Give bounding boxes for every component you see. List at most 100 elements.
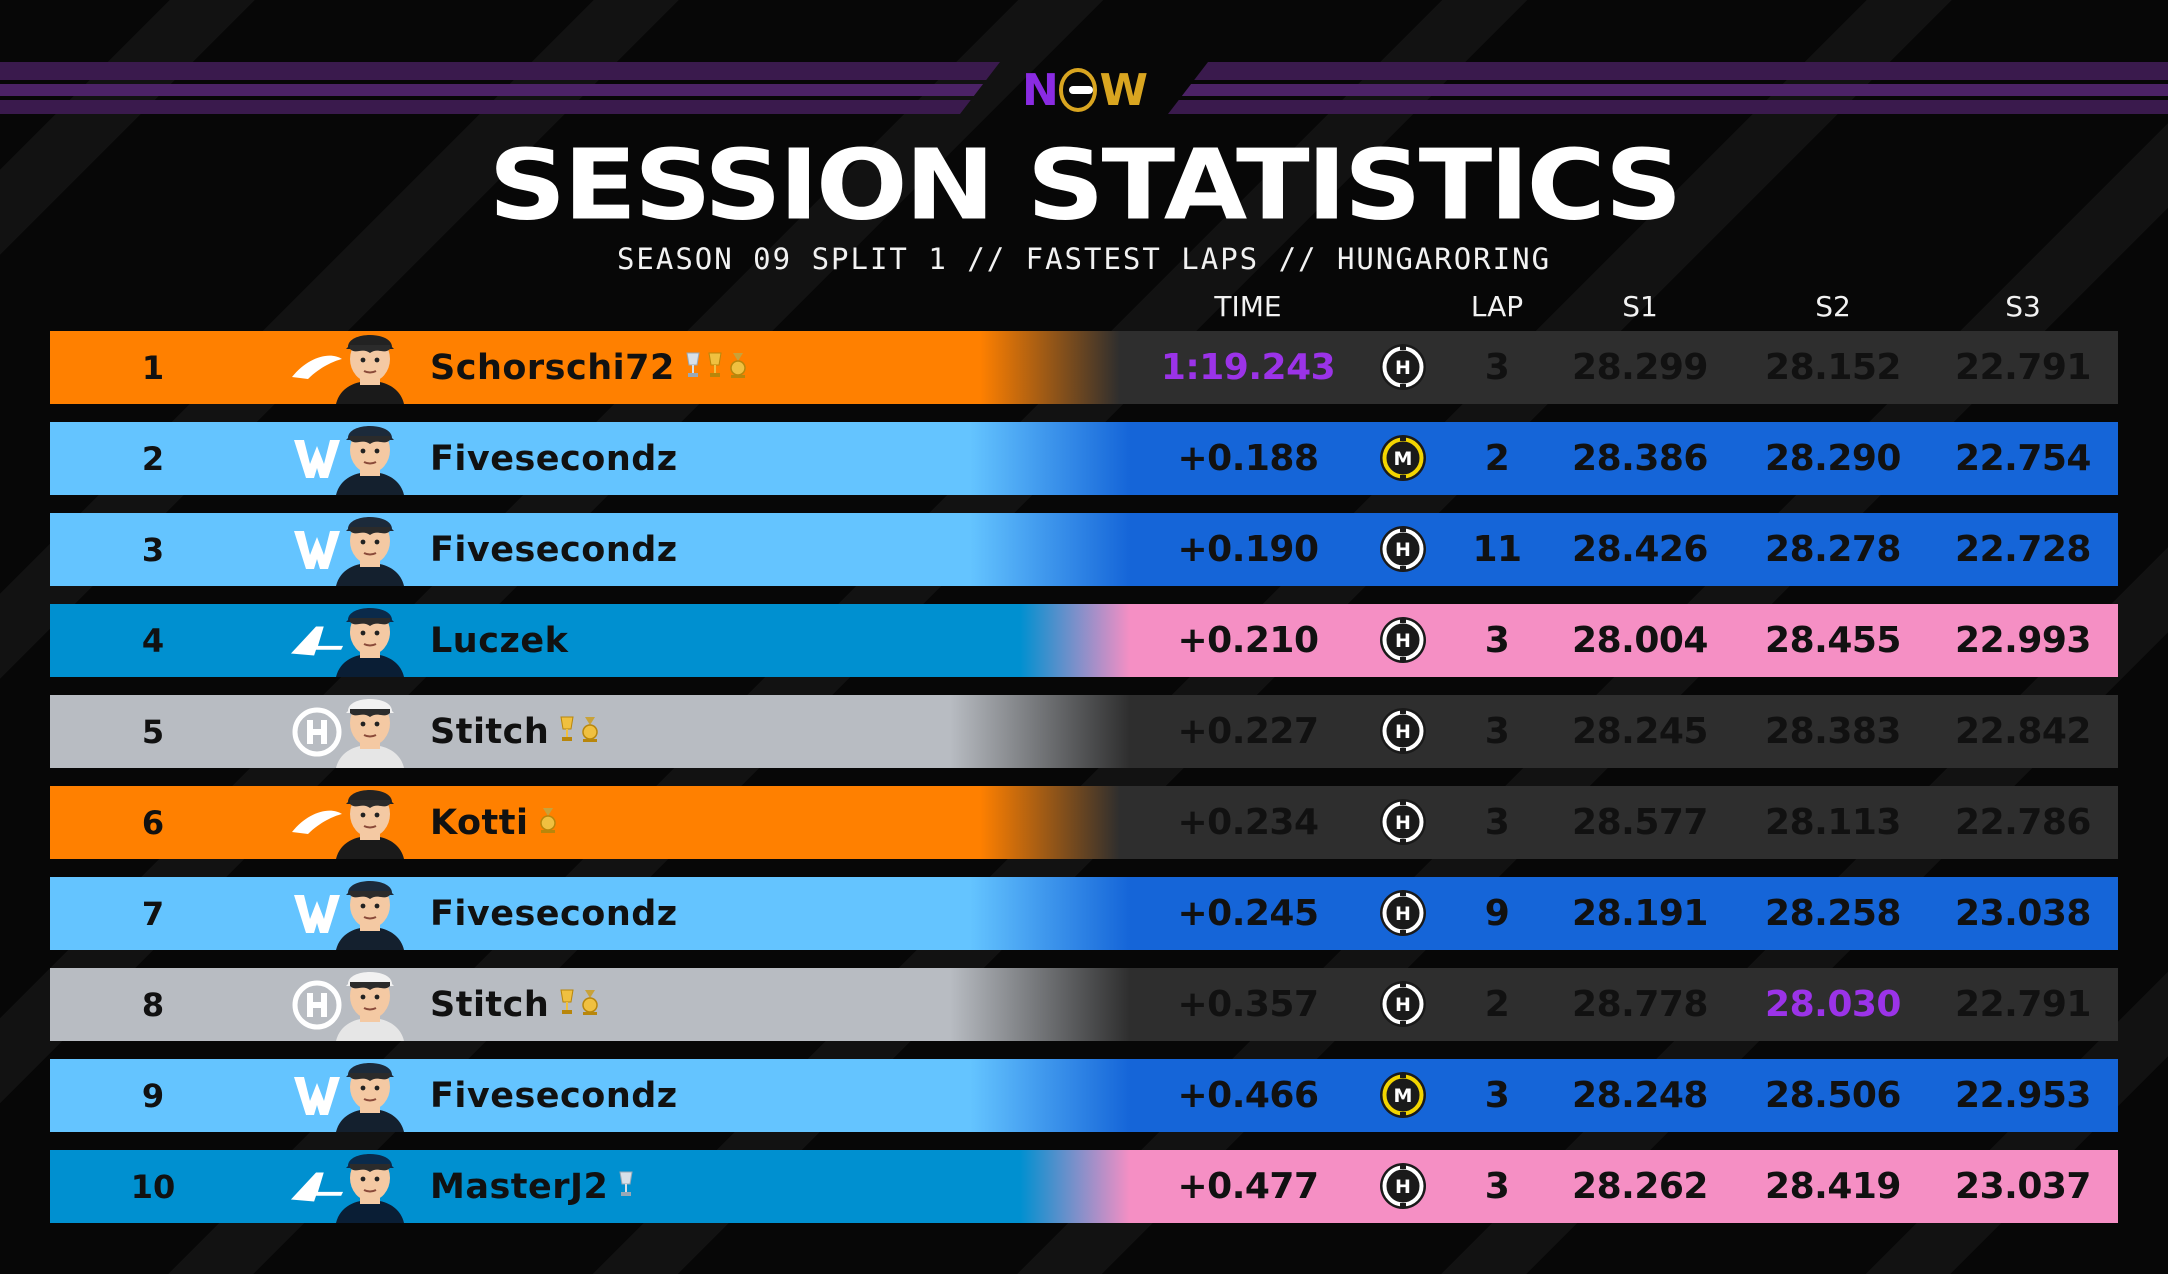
lap-time: 1:19.243 <box>1160 347 1336 388</box>
driver-name: Stitch <box>430 695 599 768</box>
hard-tyre-icon: H <box>1379 798 1427 846</box>
lap-time: +0.234 <box>1177 802 1319 843</box>
williams-logo-icon <box>289 435 345 483</box>
banner-left-stripes <box>0 62 1000 114</box>
sector-1-time: 28.577 <box>1572 802 1708 843</box>
sector-3-time: 22.791 <box>1955 984 2091 1025</box>
sector-2-time: 28.258 <box>1765 893 1901 934</box>
silver-trophy-icon <box>685 348 701 388</box>
haas-logo-icon <box>289 980 345 1030</box>
gold-trophy-icon <box>707 348 723 388</box>
gold-trophy-icon <box>559 985 575 1025</box>
driver-name: Kotti <box>430 786 557 859</box>
gold-medal-icon <box>581 985 599 1025</box>
lap-time: +0.188 <box>1177 438 1319 479</box>
driver-name-text: Luczek <box>430 620 569 661</box>
driver-name-text: Fivesecondz <box>430 529 678 570</box>
driver-name: Schorschi72 <box>430 331 747 404</box>
driver-name-text: MasterJ2 <box>430 1166 609 1207</box>
medium-tyre-icon: M <box>1379 434 1427 482</box>
achievements <box>559 985 599 1025</box>
sector-1-time: 28.778 <box>1572 984 1708 1025</box>
driver-avatar <box>322 962 418 1041</box>
sector-2-time: 28.506 <box>1765 1075 1901 1116</box>
driver-avatar <box>322 598 418 677</box>
header-s2: S2 <box>1815 290 1851 323</box>
driver-name: Stitch <box>430 968 599 1041</box>
svg-text:M: M <box>1394 448 1413 470</box>
hard-tyre-icon: H <box>1379 616 1427 664</box>
lap-number: 3 <box>1484 711 1510 752</box>
svg-text:H: H <box>1395 357 1411 379</box>
header-time: TIME <box>1214 290 1282 323</box>
sector-3-time: 23.037 <box>1955 1166 2091 1207</box>
sector-1-time: 28.262 <box>1572 1166 1708 1207</box>
sector-3-time: 22.953 <box>1955 1075 2091 1116</box>
silver-trophy-icon <box>618 1167 634 1207</box>
sector-1-time: 28.004 <box>1572 620 1708 661</box>
sector-1-time: 28.245 <box>1572 711 1708 752</box>
table-row: 6 Kotti +0.234 H 3 28.577 28.113 22.786 <box>50 786 2118 859</box>
lap-time: +0.245 <box>1177 893 1319 934</box>
hard-tyre-icon: H <box>1379 525 1427 573</box>
driver-name: Fivesecondz <box>430 513 678 586</box>
driver-avatar <box>322 871 418 950</box>
svg-text:H: H <box>1395 630 1411 652</box>
table-row: 4 Luczek +0.210 H 3 28.004 28.455 22.993 <box>50 604 2118 677</box>
driver-name-text: Stitch <box>430 984 550 1025</box>
lap-number: 3 <box>1484 347 1510 388</box>
table-row: 1 Schorschi72 1:19.243 H 3 28.299 28.152 22.… <box>50 331 2118 404</box>
lap-number: 9 <box>1484 893 1510 934</box>
haas-logo-icon <box>289 707 345 757</box>
sector-1-time: 28.386 <box>1572 438 1708 479</box>
driver-avatar <box>322 689 418 768</box>
top-banner <box>0 62 2168 114</box>
alpine-logo-icon <box>289 617 345 665</box>
driver-name-text: Fivesecondz <box>430 1075 678 1116</box>
hard-tyre-icon: H <box>1379 889 1427 937</box>
driver-name: MasterJ2 <box>430 1150 634 1223</box>
table-row: 9 Fivesecondz +0.466 M 3 28.248 28.506 22.95… <box>50 1059 2118 1132</box>
svg-text:H: H <box>1395 539 1411 561</box>
driver-avatar <box>322 507 418 586</box>
driver-name: Fivesecondz <box>430 877 678 950</box>
gold-trophy-icon <box>559 712 575 752</box>
position-number: 9 <box>141 1076 165 1115</box>
sector-2-time: 28.113 <box>1765 802 1901 843</box>
hard-tyre-icon: H <box>1379 707 1427 755</box>
table-row: 7 Fivesecondz +0.245 H 9 28.191 28.258 23.03… <box>50 877 2118 950</box>
sector-1-time: 28.191 <box>1572 893 1708 934</box>
gold-medal-icon <box>581 712 599 752</box>
header-s3: S3 <box>2005 290 2041 323</box>
table-row: 8 Stitch +0.357 H 2 28.778 28.030 22.791 <box>50 968 2118 1041</box>
page-title: SESSION STATISTICS <box>488 129 1682 242</box>
sector-1-time: 28.299 <box>1572 347 1708 388</box>
williams-logo-icon <box>289 526 345 574</box>
lap-time: +0.357 <box>1177 984 1319 1025</box>
table-row: 2 Fivesecondz +0.188 M 2 28.386 28.290 22.75… <box>50 422 2118 495</box>
table-row: 10 MasterJ2 +0.477 H 3 28.262 28.419 23.037 <box>50 1150 2118 1223</box>
sector-2-time: 28.152 <box>1765 347 1901 388</box>
lap-number: 2 <box>1484 438 1510 479</box>
lap-time: +0.227 <box>1177 711 1319 752</box>
svg-text:M: M <box>1394 1085 1413 1107</box>
driver-name: Fivesecondz <box>430 422 678 495</box>
position-number: 7 <box>141 894 165 933</box>
gold-medal-icon <box>729 348 747 388</box>
standings-table: 1 Schorschi72 1:19.243 H 3 28.299 28.152 22.… <box>50 331 2118 1241</box>
driver-name-text: Fivesecondz <box>430 893 678 934</box>
driver-name-text: Kotti <box>430 802 529 843</box>
svg-text:H: H <box>1395 1176 1411 1198</box>
table-row: 3 Fivesecondz +0.190 H 11 28.426 28.278 22.7… <box>50 513 2118 586</box>
sector-3-time: 23.038 <box>1955 893 2091 934</box>
sector-2-time: 28.383 <box>1765 711 1901 752</box>
page-subtitle: SEASON 09 SPLIT 1 // FASTEST LAPS // HUN… <box>616 242 1552 276</box>
lap-number: 3 <box>1484 1166 1510 1207</box>
sector-2-time: 28.419 <box>1765 1166 1901 1207</box>
sector-1-time: 28.248 <box>1572 1075 1708 1116</box>
driver-name-text: Schorschi72 <box>430 347 675 388</box>
driver-avatar <box>322 1144 418 1223</box>
position-number: 2 <box>141 439 165 478</box>
lap-time: +0.210 <box>1177 620 1319 661</box>
position-number: 6 <box>141 803 165 842</box>
